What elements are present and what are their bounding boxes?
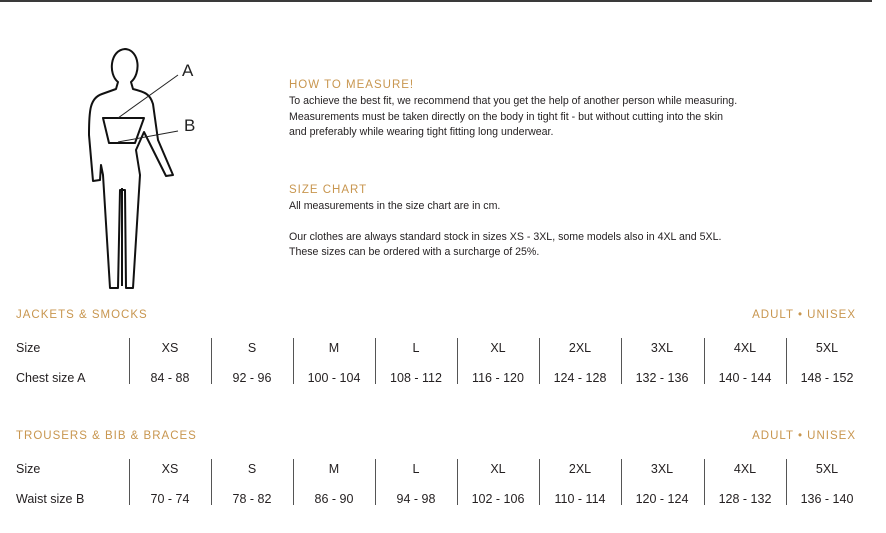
table-cell: 148 - 152 [800,371,854,385]
table-cell: L [412,341,420,355]
table-row: Size XS S M L XL 2XL 3XL 4XL 5XL [0,456,886,484]
column-divider [786,459,787,505]
torso-band [102,117,145,144]
table-row: Chest size A 84 - 88 92 - 96 100 - 104 108 -… [0,365,886,393]
table-cell: 124 - 128 [553,371,607,385]
pointer-line-a [117,74,179,119]
table-cell: 128 - 132 [718,492,772,506]
column-divider [211,459,212,505]
table-cell: L [412,462,420,476]
table-cell: 2XL [568,341,592,355]
table-cell: XL [490,341,506,355]
column-divider [539,338,540,384]
column-divider [621,338,622,384]
row-label: Size [16,462,41,476]
column-divider [129,338,130,384]
table-cell: 3XL [650,341,674,355]
how-to-measure-line: and preferably while wearing tight fitti… [289,126,554,138]
table-cell: 108 - 112 [390,371,442,385]
column-divider [457,459,458,505]
column-divider [211,338,212,384]
table-cell: 120 - 124 [635,492,689,506]
label-b: B [184,116,195,135]
table-cell: 136 - 140 [800,492,854,506]
column-divider [704,338,705,384]
table-cell: S [247,341,257,355]
column-divider [293,459,294,505]
column-divider [539,459,540,505]
table-cell: 2XL [568,462,592,476]
size-chart-line: All measurements in the size chart are i… [289,200,501,212]
how-to-measure-line: Measurements must be taken directly on t… [289,110,723,123]
table-cell: 92 - 96 [232,371,272,385]
size-chart-heading: SIZE CHART [289,184,368,196]
table-cell: M [328,462,340,476]
table-row: Waist size B 70 - 74 78 - 82 86 - 90 94 - 98… [0,486,886,514]
column-divider [704,459,705,505]
row-label: Chest size A [16,371,86,385]
table-cell: 102 - 106 [471,492,525,506]
pointer-line-b [117,130,179,143]
table-cell: 140 - 144 [718,371,772,385]
table-cell: 4XL [733,462,757,476]
size-chart-line: These sizes can be ordered with a surcha… [289,246,540,258]
table-cell: M [328,341,340,355]
table-cell: 116 - 120 [472,371,524,385]
how-to-measure-heading: HOW TO MEASURE! [289,79,415,91]
column-divider [293,338,294,384]
label-a: A [182,61,194,80]
column-divider [129,459,130,505]
table-cell: 84 - 88 [150,371,190,385]
how-to-measure-line: To achieve the best fit, we recommend th… [289,95,738,107]
table-cell: 100 - 104 [307,371,361,385]
table-cell: XL [490,462,506,476]
column-divider [621,459,622,505]
how-to-measure-section: HOW TO MEASURE! To achieve the best fit,… [289,78,849,141]
table-cell: 94 - 98 [396,492,436,506]
table-cell: 5XL [815,462,839,476]
table-cell: 4XL [733,341,757,355]
row-label: Waist size B [16,492,85,506]
column-divider [375,459,376,505]
table-cell: XS [161,462,179,476]
table-row: Size XS S M L XL 2XL 3XL 4XL 5XL [0,335,886,363]
column-divider [786,338,787,384]
table-badge: ADULT • UNISEX [752,309,856,321]
table-cell: XS [161,341,179,355]
table-cell: 110 - 114 [554,492,606,506]
table-cell: 86 - 90 [314,492,354,506]
table-badge: ADULT • UNISEX [752,430,856,442]
table-cell: 5XL [815,341,839,355]
table-cell: 78 - 82 [232,492,272,506]
column-divider [457,338,458,384]
size-chart-line: Our clothes are always standard stock in… [289,230,722,243]
table-cell: S [247,462,257,476]
row-label: Size [16,341,41,355]
table-cell: 3XL [650,462,674,476]
top-divider [0,0,872,2]
column-divider [375,338,376,384]
table-title: TROUSERS & BIB & BRACES [16,430,197,442]
table-cell: 70 - 74 [150,492,190,506]
table-cell: 132 - 136 [635,371,689,385]
body-outline [88,48,174,289]
size-chart-section: SIZE CHART All measurements in the size … [289,183,849,261]
body-measurement-figure: A B [88,48,195,289]
table-title: JACKETS & SMOCKS [16,309,148,321]
